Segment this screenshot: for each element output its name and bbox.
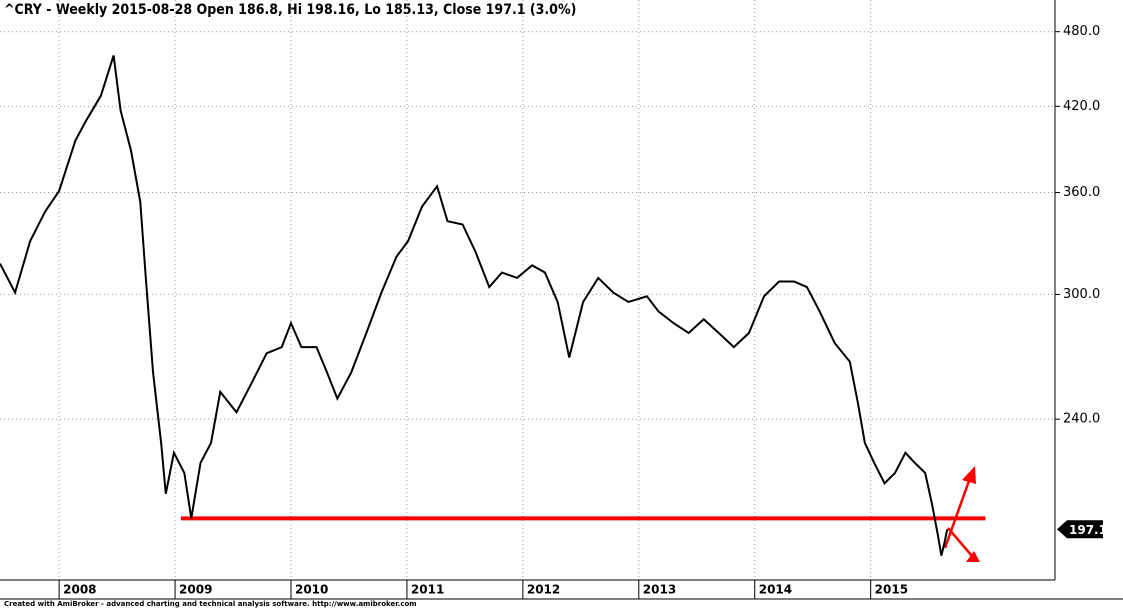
footer: Created with AmiBroker - advanced charti… [4,600,417,608]
annotation-arrows [943,466,980,562]
y-tick-label: 480.0 [1063,24,1100,39]
x-tick-label: 2008 [63,583,96,597]
y-tick-label: 240.0 [1063,412,1100,427]
chart-title: ^CRY - Weekly 2015-08-28 Open 186.8, Hi … [4,2,576,18]
x-tick-label: 2013 [643,583,676,597]
x-tick-label: 2012 [527,583,560,597]
x-tick-label: 2011 [411,583,444,597]
x-tick-label: 2014 [759,583,792,597]
y-tick-label: 420.0 [1063,99,1100,114]
last-price-label: 197.1 [1069,523,1107,537]
x-tick-label: 2015 [875,583,908,597]
y-tick-label: 300.0 [1063,287,1100,302]
x-tick-label: 2009 [179,583,212,597]
last-price-box [1057,520,1103,539]
x-tick-label: 2010 [295,583,328,597]
price-line [0,55,949,556]
y-tick-label: 360.0 [1063,185,1100,200]
